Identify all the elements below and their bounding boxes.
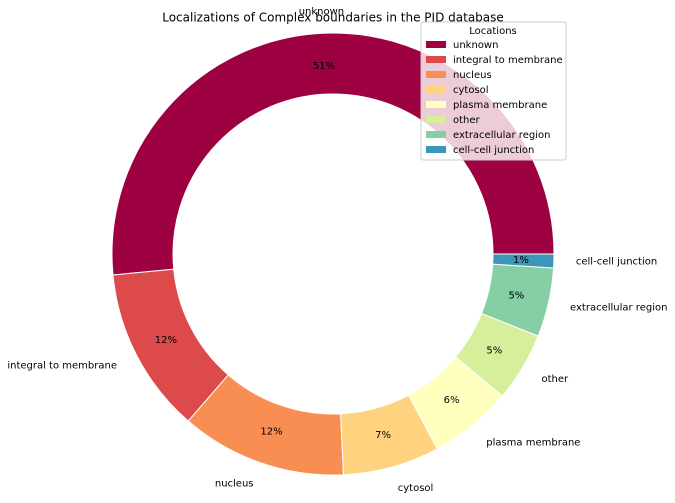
legend-label: plasma membrane xyxy=(453,100,547,111)
legend: Locations unknown integral to membrane nuc… xyxy=(420,21,567,161)
legend-swatch xyxy=(426,56,446,63)
value-label: 5% xyxy=(508,290,524,301)
slice-label: plasma membrane xyxy=(486,438,580,449)
legend-label: cell-cell junction xyxy=(453,145,534,156)
legend-label: unknown xyxy=(453,40,498,51)
value-label: 7% xyxy=(375,430,391,441)
slice xyxy=(492,253,555,269)
legend-swatch xyxy=(426,71,446,78)
legend-swatch xyxy=(426,146,446,153)
value-label: 12% xyxy=(155,335,177,346)
value-label: 5% xyxy=(486,346,502,357)
slice-label: unknown xyxy=(299,6,344,17)
legend-swatch xyxy=(426,86,446,93)
slice-label: cytosol xyxy=(398,483,434,494)
value-label: 1% xyxy=(513,255,529,266)
legend-label: extracellular region xyxy=(453,130,550,141)
value-label: 51% xyxy=(313,61,335,72)
legend-label: cytosol xyxy=(453,85,489,96)
legend-label: other xyxy=(453,115,481,126)
legend-title: Locations xyxy=(469,26,517,37)
slice-label: cell-cell junction xyxy=(576,257,657,268)
legend-label: integral to membrane xyxy=(453,55,563,66)
legend-swatch xyxy=(426,41,446,48)
slice-label: integral to membrane xyxy=(7,360,117,371)
legend-swatch xyxy=(426,101,446,108)
slice-label: other xyxy=(541,374,569,385)
value-label: 6% xyxy=(444,395,460,406)
legend-swatch xyxy=(426,131,446,138)
legend-box xyxy=(420,21,567,161)
slice-label: extracellular region xyxy=(570,303,667,314)
labels: 51% unknown 12% integral to membrane 12% nucl… xyxy=(7,6,667,494)
chart-title: Localizations of Complex boundaries in t… xyxy=(162,11,504,25)
legend-swatch xyxy=(426,116,446,123)
legend-label: nucleus xyxy=(453,70,492,81)
value-label: 12% xyxy=(260,427,282,438)
slice-label: nucleus xyxy=(215,479,254,490)
